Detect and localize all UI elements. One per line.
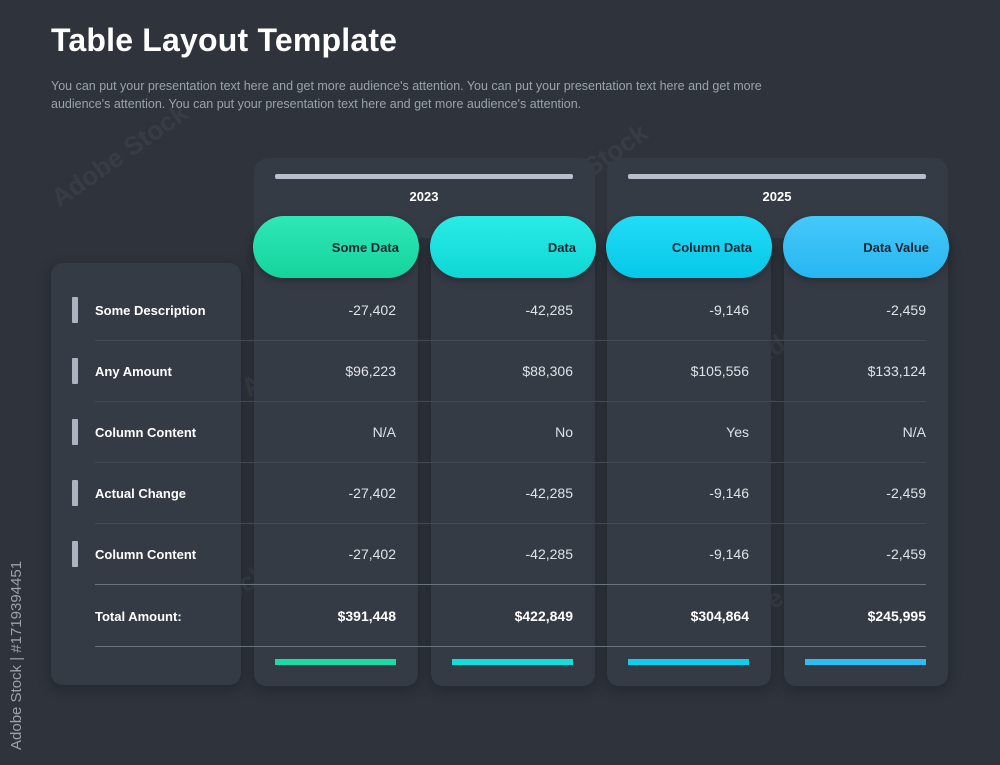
total-label: Total Amount: — [95, 609, 182, 624]
column-accent-bar — [805, 659, 926, 665]
table-cell: $105,556 — [690, 363, 749, 379]
table-cell: -9,146 — [709, 485, 749, 501]
table-cell: N/A — [902, 424, 926, 440]
table-cell: -27,402 — [348, 485, 396, 501]
table-cell: -2,459 — [886, 485, 926, 501]
row-marker — [72, 358, 78, 384]
watermark-text: Adobe Stock — [45, 97, 193, 213]
table-cell: $88,306 — [522, 363, 573, 379]
table-cell: -27,402 — [348, 302, 396, 318]
total-cell: $245,995 — [867, 608, 926, 624]
group-year-label: 2023 — [409, 189, 439, 204]
bottom-divider — [95, 646, 926, 647]
row-marker — [72, 541, 78, 567]
row-label: Actual Change — [95, 486, 187, 501]
row-divider — [95, 462, 926, 463]
total-cell: $391,448 — [337, 608, 396, 624]
row-divider — [95, 401, 926, 402]
table-cell: -9,146 — [709, 302, 749, 318]
row-label: Column Content — [95, 425, 197, 440]
column-panel-4 — [784, 236, 948, 686]
group-divider-line — [628, 174, 926, 179]
table-cell: -27,402 — [348, 546, 396, 562]
column-header-data: Data — [430, 216, 596, 278]
column-accent-bar — [452, 659, 573, 665]
table-cell: $96,223 — [345, 363, 396, 379]
column-header-some-data: Some Data — [253, 216, 419, 278]
table-cell: $133,124 — [867, 363, 926, 379]
row-divider — [95, 340, 926, 341]
total-divider — [95, 584, 926, 585]
column-header-data-value: Data Value — [783, 216, 949, 278]
page-title: Table Layout Template — [51, 22, 398, 58]
stock-id-label: Adobe Stock | #1719394451 — [8, 560, 25, 750]
table-cell: N/A — [372, 424, 396, 440]
group-divider-line — [275, 174, 573, 179]
row-label: Any Amount — [95, 364, 172, 379]
total-cell: $422,849 — [514, 608, 573, 624]
group-year-label: 2025 — [762, 189, 792, 204]
row-label: Some Description — [95, 303, 206, 318]
row-marker — [72, 297, 78, 323]
total-cell: $304,864 — [690, 608, 749, 624]
table-cell: No — [555, 424, 573, 440]
row-label: Column Content — [95, 547, 197, 562]
row-marker — [72, 480, 78, 506]
table-cell: -42,285 — [525, 302, 573, 318]
table-cell: -42,285 — [525, 485, 573, 501]
table-cell: -42,285 — [525, 546, 573, 562]
table-cell: Yes — [726, 424, 749, 440]
row-divider — [95, 523, 926, 524]
row-label-panel — [51, 263, 241, 685]
column-accent-bar — [275, 659, 396, 665]
page-subtitle: You can put your presentation text here … — [51, 79, 762, 111]
table-cell: -9,146 — [709, 546, 749, 562]
column-panel-2 — [431, 236, 595, 686]
column-panel-3 — [607, 236, 771, 686]
table-cell: -2,459 — [886, 546, 926, 562]
row-marker — [72, 419, 78, 445]
column-accent-bar — [628, 659, 749, 665]
column-header-column-data: Column Data — [606, 216, 772, 278]
table-cell: -2,459 — [886, 302, 926, 318]
column-panel-1 — [254, 236, 418, 686]
